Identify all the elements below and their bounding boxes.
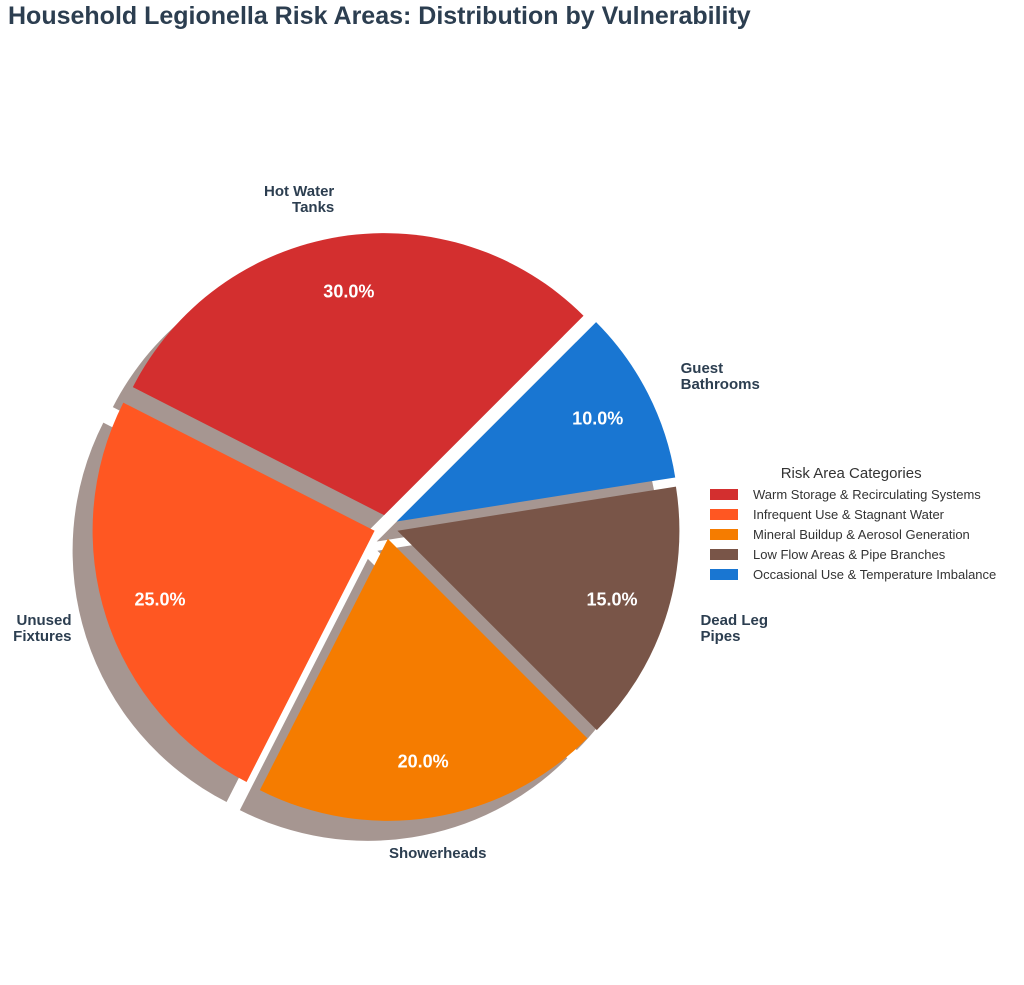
- legend-label: Warm Storage & Recirculating Systems: [753, 487, 981, 503]
- value-label: 25.0%: [134, 589, 186, 610]
- legend-label: Low Flow Areas & Pipe Branches: [753, 546, 946, 562]
- legend-swatch: [710, 548, 738, 560]
- value-label: 10.0%: [572, 408, 624, 429]
- pie-slice: [397, 486, 680, 731]
- legend-item: Low Flow Areas & Pipe Branches: [706, 544, 996, 564]
- chart-title: Household Legionella Risk Areas: Distrib…: [8, 2, 751, 30]
- legend-label: Occasional Use & Temperature Imbalance: [753, 566, 997, 582]
- category-label: Dead Leg Pipes: [700, 612, 768, 646]
- category-label: Showerheads: [388, 844, 487, 862]
- legend-title: Risk Area Categories: [780, 465, 922, 482]
- legend-item: Mineral Buildup & Aerosol Generation: [706, 525, 996, 545]
- legend-label: Mineral Buildup & Aerosol Generation: [753, 526, 970, 542]
- pie-slice: [92, 402, 375, 782]
- value-label: 20.0%: [397, 751, 449, 772]
- legend-swatch: [710, 528, 738, 540]
- pie-slice: [132, 233, 584, 516]
- legend-swatch: [710, 568, 738, 580]
- category-label: Unused Fixtures: [13, 612, 72, 646]
- legend-item: Warm Storage & Recirculating Systems: [706, 485, 996, 505]
- legend-label: Infrequent Use & Stagnant Water: [753, 507, 945, 523]
- value-label: 30.0%: [323, 281, 375, 302]
- legend-item: Occasional Use & Temperature Imbalance: [706, 564, 996, 584]
- legend-swatch: [710, 489, 738, 501]
- legend-item: Infrequent Use & Stagnant Water: [706, 505, 996, 525]
- pie-slice: [259, 538, 588, 821]
- category-label: Guest Bathrooms: [680, 359, 760, 393]
- value-label: 15.0%: [586, 589, 638, 610]
- pie-slice: [396, 322, 676, 522]
- legend-swatch: [710, 509, 738, 521]
- legend: Risk Area Categories Warm Storage & Reci…: [706, 465, 996, 584]
- category-label: Hot Water Tanks: [263, 183, 335, 217]
